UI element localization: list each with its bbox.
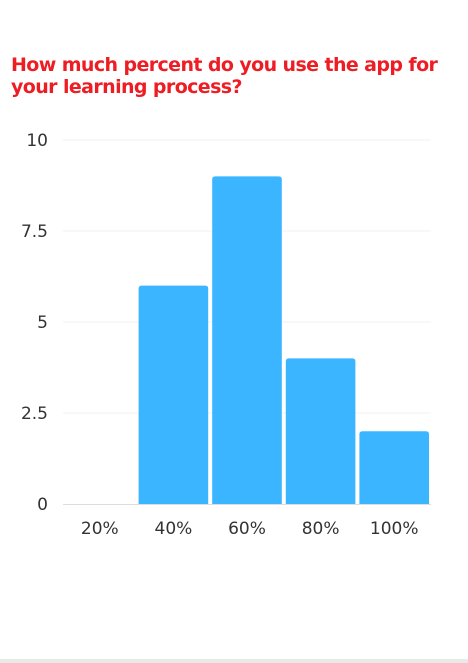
x-axis-ticks: 20% 40% 60% 80% 100% — [81, 519, 419, 539]
y-tick-label: 7.5 — [21, 222, 48, 242]
bar-40pct — [138, 285, 209, 504]
chart-title: How much percent do you use the app for … — [11, 54, 438, 98]
bar-60pct — [212, 176, 282, 504]
bars — [138, 176, 429, 504]
y-tick-label: 5 — [37, 313, 48, 333]
y-tick-label: 0 — [37, 495, 48, 515]
bar-80pct — [285, 358, 356, 504]
y-tick-label: 2.5 — [21, 404, 48, 424]
x-tick-label: 60% — [228, 519, 266, 539]
y-axis-ticks: 0 2.5 5 7.5 10 — [21, 131, 48, 515]
x-tick-label: 20% — [81, 519, 119, 539]
bar-100pct — [359, 431, 429, 504]
x-tick-label: 40% — [155, 519, 193, 539]
bottom-divider — [0, 659, 468, 663]
y-tick-label: 10 — [26, 131, 48, 151]
x-tick-label: 100% — [370, 519, 419, 539]
x-tick-label: 80% — [302, 519, 340, 539]
